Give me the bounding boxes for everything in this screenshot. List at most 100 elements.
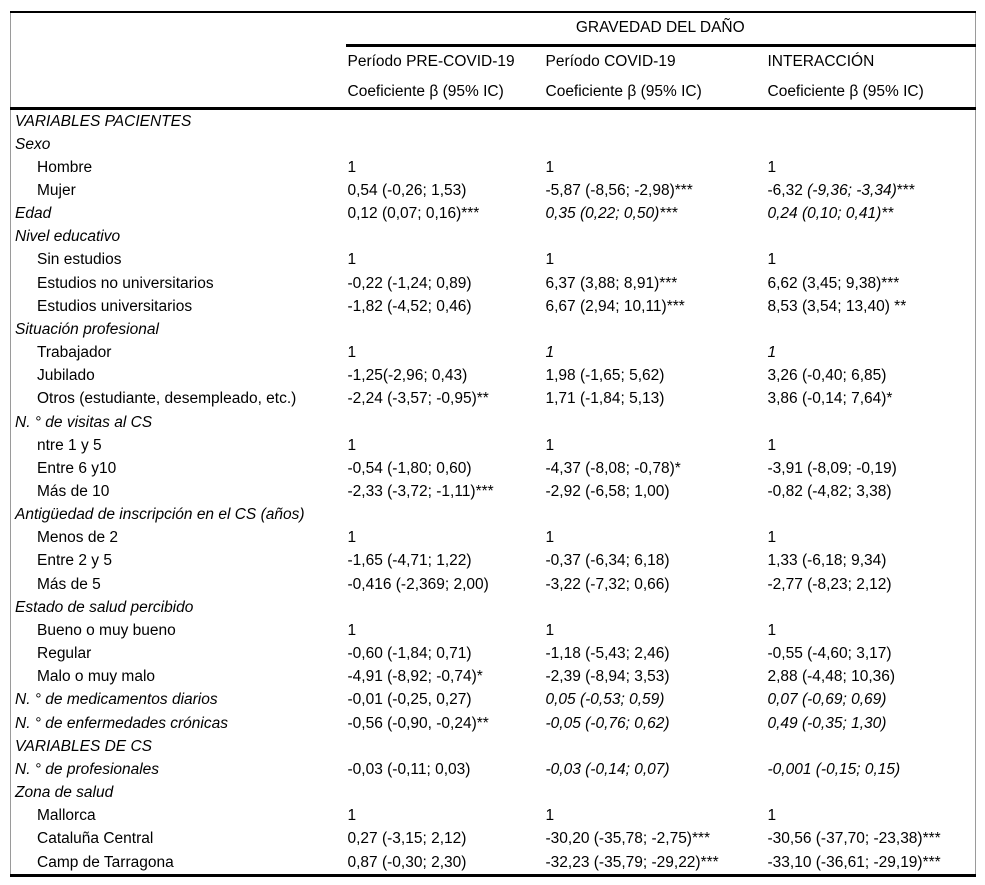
table-row: Cataluña Central 0,27 (-3,15; 2,12) -30,20…: [11, 827, 976, 850]
value-cell: 8,53 (3,54; 13,40) **: [766, 295, 976, 318]
column-header-interaccion: INTERACCIÓN Coeficiente β (95% IC): [765, 45, 976, 110]
table-row: Sin estudios 1 1 1: [11, 248, 976, 271]
value-cell: -6,32 (-9,36; -3,34)***: [766, 179, 976, 202]
value-text: 1: [767, 436, 777, 454]
value-cell: -5,87 (-8,56; -2,98)***: [544, 179, 766, 202]
row-label: VARIABLES PACIENTES: [15, 112, 192, 130]
value-cell: -2,33 (-3,72; -1,11)***: [346, 480, 544, 503]
value-cell: [544, 108, 766, 133]
table-row: Nivel educativo: [11, 225, 976, 248]
value-cell: 1: [346, 804, 544, 827]
value-cell: -2,24 (-3,57; -0,95)**: [346, 387, 544, 410]
value-cell: 6,37 (3,88; 8,91)***: [544, 272, 766, 295]
row-label: Nivel educativo: [15, 228, 121, 246]
table-row: Mallorca 1 1 1: [11, 804, 976, 827]
column-header-pre-covid: Período PRE-COVID-19 Coeficiente β (95% …: [345, 45, 544, 110]
table-row: Camp de Tarragona 0,87 (-0,30; 2,30) -32,2…: [11, 851, 976, 876]
value-text: -0,03 (-0,11; 0,03): [347, 760, 471, 778]
value-text: -33,10 (-36,61; -29,19)***: [767, 853, 941, 871]
value-cell: [544, 411, 766, 434]
value-cell: 0,27 (-3,15; 2,12): [346, 827, 544, 850]
value-text: ***: [896, 181, 915, 199]
row-label: Malo o muy malo: [37, 668, 156, 686]
value-cell: -2,77 (-8,23; 2,12): [766, 573, 976, 596]
value-cell: -0,416 (-2,369; 2,00): [346, 573, 544, 596]
row-label: Sexo: [15, 135, 51, 153]
value-cell: 0,87 (-0,30; 2,30): [346, 851, 544, 876]
row-label: Mujer: [37, 181, 76, 199]
value-text: -3,91 (-8,09; -0,19): [767, 459, 897, 477]
value-cell: 0,12 (0,07; 0,16)***: [346, 202, 544, 225]
value-cell: 1: [766, 434, 976, 457]
value-text: 1: [767, 344, 777, 362]
value-text: -0,22 (-1,24; 0,89): [347, 274, 472, 292]
value-text: 1: [545, 807, 555, 825]
value-cell: 1: [346, 526, 544, 549]
row-label: N. ° de enfermedades crónicas: [15, 714, 228, 732]
row-label: Sin estudios: [37, 251, 122, 269]
value-cell: 3,26 (-0,40; 6,85): [766, 364, 976, 387]
value-cell: [766, 503, 976, 526]
table-row: Entre 2 y 5 -1,65 (-4,71; 1,22) -0,37 (-6,…: [11, 549, 976, 572]
value-text: 8,53 (3,54; 13,40) **: [767, 297, 907, 315]
value-cell: -33,10 (-36,61; -29,19)***: [766, 851, 976, 876]
column-measure-label: Coeficiente β (95% IC): [347, 82, 504, 100]
value-text: -1,65 (-4,71; 1,22): [347, 552, 472, 570]
value-text: 1: [767, 251, 777, 269]
row-label: N. ° de visitas al CS: [15, 413, 153, 431]
value-text: -0,82 (-4,82; 3,38): [767, 483, 892, 500]
value-cell: [346, 318, 544, 341]
value-cell: -4,37 (-8,08; -0,78)*: [544, 457, 766, 480]
value-cell: 1: [766, 341, 976, 364]
row-label: VARIABLES DE CS: [15, 737, 152, 755]
row-label: Edad: [15, 205, 52, 223]
table-row: VARIABLES DE CS: [11, 735, 976, 758]
value-text: 0,07 (-0,69; 0,69): [767, 691, 887, 709]
row-label: Trabajador: [37, 344, 112, 362]
value-cell: 0,24 (0,10; 0,41)**: [766, 202, 976, 225]
value-text: 1,98 (-1,65; 5,62): [545, 367, 665, 385]
table-row: ntre 1 y 5 1 1 1: [11, 434, 976, 457]
value-text: -0,416 (-2,369; 2,00): [347, 575, 489, 593]
column-header-row: Período PRE-COVID-19 Coeficiente β (95% …: [10, 45, 976, 110]
column-measure-label: Coeficiente β (95% IC): [545, 82, 702, 100]
value-text: -5,87 (-8,56; -2,98)***: [545, 181, 693, 199]
table-row: Edad 0,12 (0,07; 0,16)*** 0,35 (0,22; 0,50…: [11, 202, 976, 225]
value-text: -4,37 (-8,08; -0,78)*: [545, 459, 681, 477]
value-cell: -1,25(-2,96; 0,43): [346, 364, 544, 387]
row-label: Otros (estudiante, desempleado, etc.): [37, 390, 297, 408]
value-cell: -1,18 (-5,43; 2,46): [544, 642, 766, 665]
value-text: -1,18 (-5,43; 2,46): [545, 645, 670, 663]
value-text: 6,67 (2,94; 10,11)***: [545, 297, 685, 315]
table-row: Más de 10 -2,33 (-3,72; -1,11)*** -2,92 (-…: [11, 480, 976, 503]
table-row: Estado de salud percibido: [11, 596, 976, 619]
row-label: Estudios universitarios: [37, 297, 193, 315]
row-label: Más de 10: [37, 483, 110, 500]
value-cell: [544, 596, 766, 619]
value-text: 0,87 (-0,30; 2,30): [347, 853, 467, 871]
value-text: 6,62 (3,45; 9,38)***: [767, 274, 900, 292]
value-cell: -4,91 (-8,92; -0,74)*: [346, 665, 544, 688]
row-label: ntre 1 y 5: [37, 436, 102, 454]
row-label: Regular: [37, 645, 92, 663]
value-text: -0,001 (-0,15; 0,15): [767, 760, 901, 778]
value-cell: -32,23 (-35,79; -29,22)***: [544, 851, 766, 876]
value-cell: 0,05 (-0,53; 0,59): [544, 688, 766, 711]
value-text: 0,49 (-0,35; 1,30): [767, 714, 887, 732]
value-cell: 1: [544, 434, 766, 457]
value-cell: 1: [544, 526, 766, 549]
value-text: 6,37 (3,88; 8,91)***: [545, 274, 678, 292]
value-cell: 1: [544, 156, 766, 179]
value-cell: -2,39 (-8,94; 3,53): [544, 665, 766, 688]
value-cell: -0,001 (-0,15; 0,15): [766, 758, 976, 781]
value-cell: 1: [346, 619, 544, 642]
row-label: Antigüedad de inscripción en el CS (años…: [15, 506, 305, 524]
value-cell: -0,60 (-1,84; 0,71): [346, 642, 544, 665]
column-period-label: Período PRE-COVID-19: [347, 52, 515, 70]
value-text: -0,05 (-0,76; 0,62): [545, 714, 670, 732]
value-cell: -0,22 (-1,24; 0,89): [346, 272, 544, 295]
value-cell: -0,01 (-0,25, 0,27): [346, 688, 544, 711]
value-text: -30,20 (-35,78; -2,75)***: [545, 830, 711, 848]
value-cell: 1: [346, 248, 544, 271]
